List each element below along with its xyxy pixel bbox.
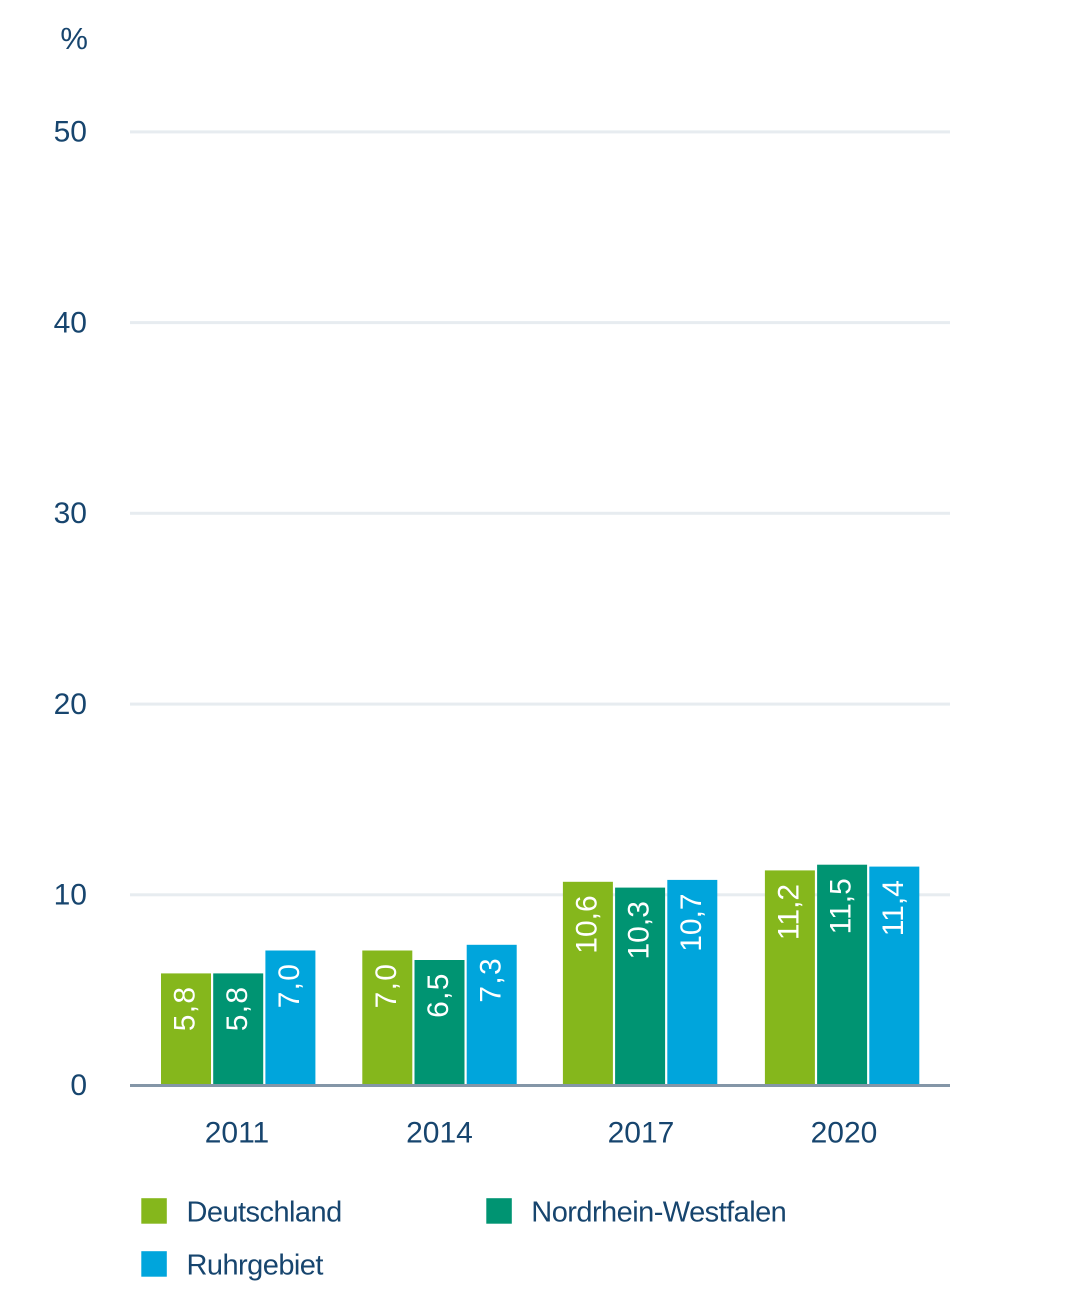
svg-text:2017: 2017	[608, 1117, 675, 1150]
svg-text:11,4: 11,4	[877, 880, 910, 936]
svg-text:40: 40	[54, 306, 87, 339]
svg-text:10: 10	[54, 879, 87, 912]
svg-text:50: 50	[54, 116, 87, 149]
svg-text:10,6: 10,6	[571, 895, 604, 953]
svg-text:30: 30	[54, 497, 87, 530]
svg-text:11,5: 11,5	[825, 878, 858, 934]
svg-text:7,0: 7,0	[370, 963, 403, 1009]
svg-text:6,5: 6,5	[422, 972, 455, 1018]
svg-text:20: 20	[54, 688, 87, 721]
svg-text:Ruhrgebiet: Ruhrgebiet	[187, 1250, 324, 1282]
svg-text:2011: 2011	[205, 1117, 270, 1150]
svg-text:5,8: 5,8	[169, 986, 202, 1032]
svg-text:Nordrhein-Westfalen: Nordrhein-Westfalen	[531, 1197, 786, 1229]
svg-text:Deutschland: Deutschland	[187, 1197, 342, 1229]
svg-text:5,8: 5,8	[221, 986, 254, 1032]
svg-text:2014: 2014	[406, 1117, 473, 1150]
svg-text:2020: 2020	[811, 1117, 878, 1150]
svg-text:11,2: 11,2	[773, 884, 806, 940]
svg-text:7,3: 7,3	[474, 957, 507, 1003]
svg-text:7,0: 7,0	[273, 963, 306, 1009]
svg-text:0: 0	[70, 1069, 87, 1102]
svg-text:%: %	[60, 21, 88, 56]
svg-text:10,3: 10,3	[623, 901, 656, 959]
svg-text:10,7: 10,7	[675, 893, 708, 951]
